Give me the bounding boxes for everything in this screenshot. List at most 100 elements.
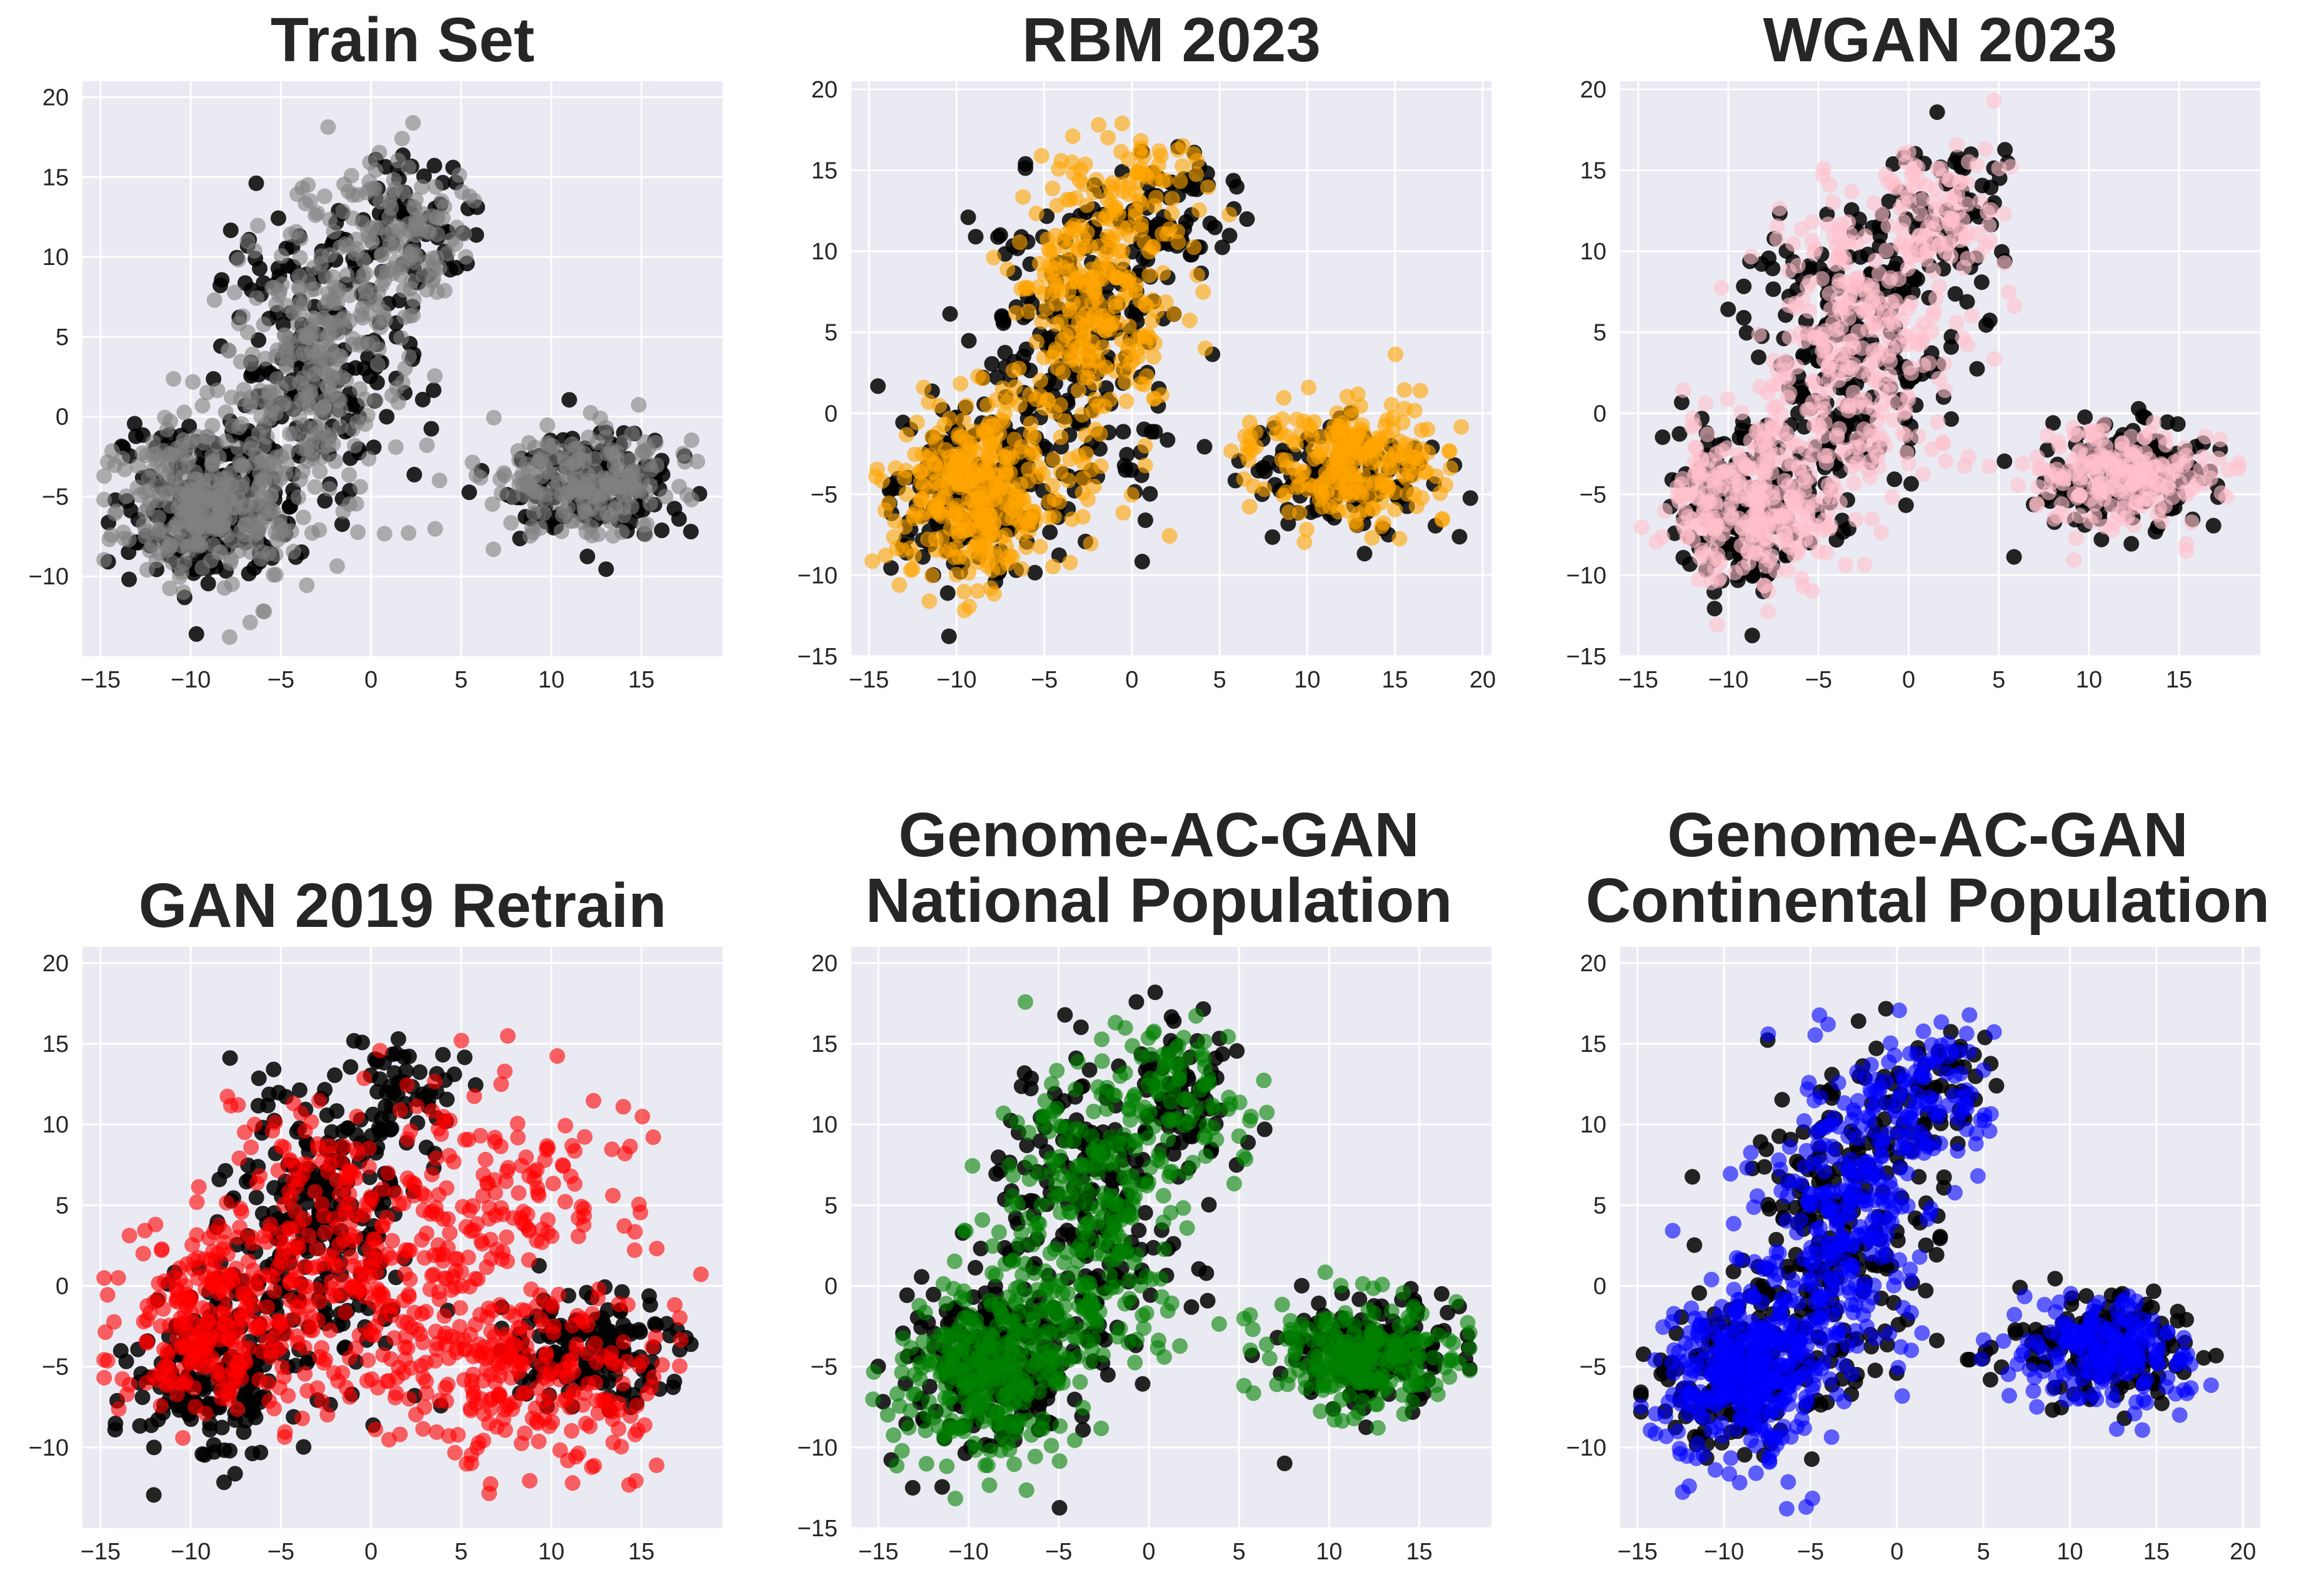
x-tick-label: 5 xyxy=(454,667,468,693)
scatter-point-generated xyxy=(1883,294,1900,311)
scatter-point-generated xyxy=(404,243,421,259)
scatter-point-generated xyxy=(1690,461,1706,477)
scatter-point-generated xyxy=(142,494,158,511)
scatter-point-generated xyxy=(1101,257,1118,273)
scatter-point-generated xyxy=(361,451,377,467)
scatter-point-generated xyxy=(1094,339,1111,355)
scatter-point-generated xyxy=(963,436,979,452)
scatter-point-generated xyxy=(1395,448,1411,464)
scatter-point-generated xyxy=(233,457,249,473)
scatter-point-generated xyxy=(1881,367,1898,383)
scatter-point-generated xyxy=(286,544,302,560)
scatter-point-generated xyxy=(485,541,501,558)
scatter-point-real xyxy=(1765,261,1781,277)
scatter-point-generated xyxy=(333,419,349,435)
scatter-point-real xyxy=(1886,471,1903,488)
x-tick-label: −5 xyxy=(268,1539,294,1565)
scatter-point-generated xyxy=(405,307,421,323)
scatter-point-generated xyxy=(1221,206,1238,222)
scatter-point-generated xyxy=(511,476,527,492)
scatter-point-real xyxy=(1202,215,1218,231)
x-tick-label: 10 xyxy=(1294,667,1320,693)
scatter-point-generated xyxy=(388,439,404,455)
scatter-point-generated xyxy=(974,371,991,387)
scatter-point-generated xyxy=(1115,504,1131,521)
scatter-point-generated xyxy=(1720,391,1736,408)
scatter-point-generated xyxy=(1273,424,1289,441)
scatter-point-generated xyxy=(448,236,464,252)
scatter-point-generated xyxy=(1414,490,1430,506)
scatter-point-generated xyxy=(949,454,965,471)
scatter-point-generated xyxy=(1846,475,1862,491)
scatter-point-generated xyxy=(1064,511,1080,528)
scatter-point-generated xyxy=(592,410,608,426)
scatter-point-generated xyxy=(1032,539,1048,555)
scatter-point-generated xyxy=(1858,276,1875,292)
scatter-point-generated xyxy=(1959,175,1975,191)
scatter-point-real xyxy=(188,626,204,642)
scatter-point-generated xyxy=(1816,414,1833,431)
scatter-point-real xyxy=(1978,317,1995,333)
scatter-point-generated xyxy=(1223,443,1240,459)
scatter-point-real xyxy=(561,392,578,408)
scatter-point-generated xyxy=(1938,453,1954,469)
scatter-point-generated xyxy=(1137,338,1153,354)
scatter-point-generated xyxy=(1175,158,1191,174)
scatter-point-generated xyxy=(1018,539,1034,555)
scatter-point-real xyxy=(1997,142,2013,158)
scatter-point-generated xyxy=(341,467,358,483)
scatter-point-generated xyxy=(389,380,405,396)
scatter-point-generated xyxy=(1301,379,1317,396)
scatter-point-generated xyxy=(427,368,443,384)
x-tick-label: 15 xyxy=(628,667,654,693)
scatter-point-generated xyxy=(631,397,647,413)
scatter-point-generated xyxy=(608,475,624,491)
x-tick-label: 5 xyxy=(454,1539,468,1565)
scatter-point-generated xyxy=(912,463,928,479)
y-tick-label: 10 xyxy=(1580,239,1606,265)
scatter-point-generated xyxy=(1771,200,1788,216)
scatter-point-generated xyxy=(161,528,178,544)
series-generated xyxy=(96,115,706,645)
scatter-point-generated xyxy=(1352,398,1368,414)
scatter-point-generated xyxy=(292,249,308,266)
scatter-point-generated xyxy=(553,523,569,539)
scatter-point-generated xyxy=(209,382,226,398)
scatter-point-generated xyxy=(320,119,336,135)
scatter-point-generated xyxy=(1046,491,1063,507)
scatter-point-generated xyxy=(263,403,279,419)
scatter-point-generated xyxy=(218,404,234,421)
scatter-point-generated xyxy=(1733,404,1750,421)
x-tick-label: 5 xyxy=(1992,667,2005,693)
scatter-point-real xyxy=(870,378,886,394)
scatter-point-generated xyxy=(969,554,986,570)
scatter-point-generated xyxy=(1079,491,1096,508)
scatter-point-generated xyxy=(1788,300,1804,316)
x-tick-label: 0 xyxy=(1902,667,1915,693)
scatter-point-generated xyxy=(1901,359,1918,376)
scatter-point-generated xyxy=(290,489,306,506)
x-tick-label: −10 xyxy=(171,1539,211,1565)
scatter-point-generated xyxy=(434,193,450,209)
scatter-point-generated xyxy=(928,434,944,450)
scatter-point-generated xyxy=(602,508,618,524)
scatter-point-generated xyxy=(1164,205,1180,221)
scatter-point-generated xyxy=(390,394,406,411)
scatter-point-generated xyxy=(1154,172,1171,189)
scatter-point-generated xyxy=(1873,524,1889,541)
x-tick-label: 0 xyxy=(1125,667,1138,693)
scatter-point-generated xyxy=(2001,284,2017,300)
scatter-point-generated xyxy=(1820,448,1836,464)
scatter-point-generated xyxy=(1055,364,1071,381)
scatter-point-real xyxy=(1898,497,1914,513)
scatter-point-generated xyxy=(296,335,312,351)
scatter-point-generated xyxy=(1836,446,1852,462)
scatter-point-generated xyxy=(1656,502,1673,519)
scatter-point-real xyxy=(654,522,670,539)
scatter-point-generated xyxy=(414,179,430,195)
scatter-point-generated xyxy=(1859,303,1875,319)
scatter-point-generated xyxy=(2083,513,2099,529)
scatter-point-real xyxy=(1225,172,1241,189)
scatter-point-generated xyxy=(376,272,393,288)
